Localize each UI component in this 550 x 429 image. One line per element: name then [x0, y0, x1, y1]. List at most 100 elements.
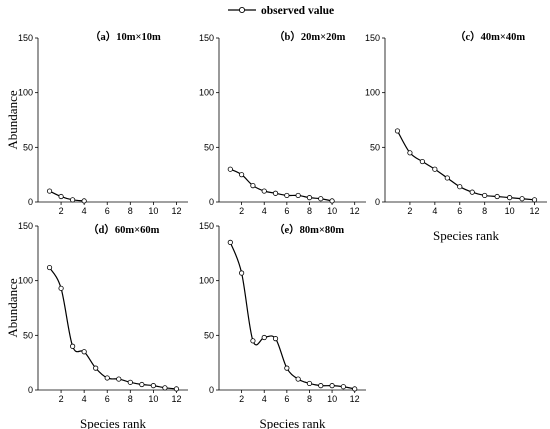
- x-tick-label: 6: [457, 206, 462, 216]
- x-tick-label: 12: [350, 206, 360, 216]
- y-tick-label: 50: [23, 142, 33, 152]
- panel-title: （b）20m×20m: [274, 30, 346, 43]
- data-point: [227, 239, 233, 245]
- x-tick-label: 8: [482, 206, 487, 216]
- x-tick-label: 8: [307, 206, 312, 216]
- data-point: [295, 376, 301, 382]
- data-point: [352, 386, 358, 392]
- y-tick-label: 100: [199, 88, 214, 98]
- y-axis-label: Abundance: [5, 90, 20, 149]
- data-point: [139, 381, 145, 388]
- data-point: [46, 264, 53, 271]
- data-point: [494, 193, 500, 200]
- data-point: [116, 376, 122, 382]
- data-point: [127, 379, 133, 385]
- y-tick-label: 0: [28, 197, 33, 207]
- x-tick-label: 2: [407, 206, 412, 216]
- series-line: [396, 130, 535, 201]
- data-point: [329, 198, 335, 204]
- data-point: [306, 380, 313, 387]
- panel-title: （c）40m×40m: [455, 30, 525, 43]
- y-tick-label: 150: [199, 221, 214, 231]
- y-tick-label: 150: [199, 33, 214, 43]
- x-tick-label: 10: [327, 394, 337, 404]
- data-point: [519, 196, 525, 202]
- data-point: [58, 285, 64, 291]
- data-point: [46, 188, 53, 194]
- data-point: [272, 190, 279, 196]
- legend-marker: [238, 6, 246, 14]
- panel-a: 0 50 100 150 2 4 6 8 10 12 （a）10m×10m Abundance: [5, 30, 188, 216]
- x-tick-label: 2: [59, 206, 64, 216]
- x-tick-label: 4: [432, 206, 437, 216]
- data-point: [318, 196, 324, 202]
- x-tick-label: 12: [171, 206, 181, 216]
- y-tick-label: 0: [209, 385, 214, 395]
- data-point: [81, 198, 87, 204]
- data-point: [329, 383, 335, 389]
- y-tick-label: 0: [209, 197, 214, 207]
- x-tick-label: 8: [307, 394, 312, 404]
- x-tick-label: 4: [262, 206, 267, 216]
- panel-b: 0 50 100 150 2 4 6 8 10 12 （b）20m×20m: [199, 30, 366, 216]
- data-point: [227, 166, 233, 172]
- x-tick-label: 10: [148, 394, 158, 404]
- y-tick-label: 100: [365, 88, 380, 98]
- panel-d: 0 50 100 150 2 4 6 8 10 12 （d）60m×60m Abundance Spec…: [5, 221, 188, 429]
- x-tick-label: 8: [128, 394, 133, 404]
- y-tick-label: 150: [18, 221, 33, 231]
- data-point: [104, 375, 110, 381]
- data-point: [173, 386, 180, 392]
- data-point: [340, 384, 346, 390]
- y-tick-label: 50: [204, 142, 214, 152]
- series-line: [49, 190, 85, 202]
- y-tick-label: 150: [365, 33, 380, 43]
- data-point: [239, 172, 245, 178]
- series-line: [229, 242, 355, 390]
- x-tick-label: 12: [530, 206, 540, 216]
- data-point: [261, 334, 267, 341]
- data-point: [419, 158, 425, 165]
- x-tick-label: 4: [262, 394, 267, 404]
- x-tick-label: 2: [59, 394, 64, 404]
- x-tick-label: 4: [82, 394, 87, 404]
- data-point: [318, 383, 324, 389]
- panel-title: （e）80m×80m: [274, 223, 344, 236]
- data-point: [150, 383, 156, 389]
- data-point: [81, 349, 87, 355]
- data-point: [70, 197, 76, 203]
- data-point: [507, 195, 513, 201]
- y-tick-label: 100: [199, 276, 214, 286]
- x-tick-label: 2: [239, 394, 244, 404]
- panel-e: 0 50 100 150 2 4 6 8 10 12 （e）80m×80m Species rank: [199, 221, 366, 429]
- y-tick-label: 50: [23, 330, 33, 340]
- panel-title: （d）60m×60m: [88, 223, 160, 236]
- data-point: [70, 343, 76, 349]
- x-tick-label: 12: [350, 394, 360, 404]
- data-point: [272, 336, 279, 342]
- x-tick-label: 8: [128, 206, 133, 216]
- panel-title: （a）10m×10m: [90, 30, 161, 43]
- data-point: [432, 166, 438, 172]
- data-point: [162, 385, 168, 391]
- x-tick-label: 12: [171, 394, 181, 404]
- x-tick-label: 4: [82, 206, 87, 216]
- series-line: [230, 168, 333, 202]
- x-tick-label: 6: [105, 206, 110, 216]
- x-axis-label: Species rank: [80, 416, 147, 429]
- x-axis-label: Species rank: [433, 228, 500, 243]
- x-axis-label: Species rank: [259, 416, 326, 429]
- x-tick-label: 10: [327, 206, 337, 216]
- y-tick-label: 100: [18, 276, 33, 286]
- x-tick-label: 6: [284, 206, 289, 216]
- data-point: [250, 338, 256, 344]
- panel-c: 0 50 100 150 2 4 6 8 10 12 （c）40m×40m Species rank: [365, 30, 547, 243]
- series-line: [49, 267, 177, 390]
- data-point: [284, 192, 290, 199]
- data-point: [407, 150, 413, 156]
- data-point: [457, 184, 463, 190]
- x-tick-label: 6: [105, 394, 110, 404]
- y-tick-label: 100: [18, 88, 33, 98]
